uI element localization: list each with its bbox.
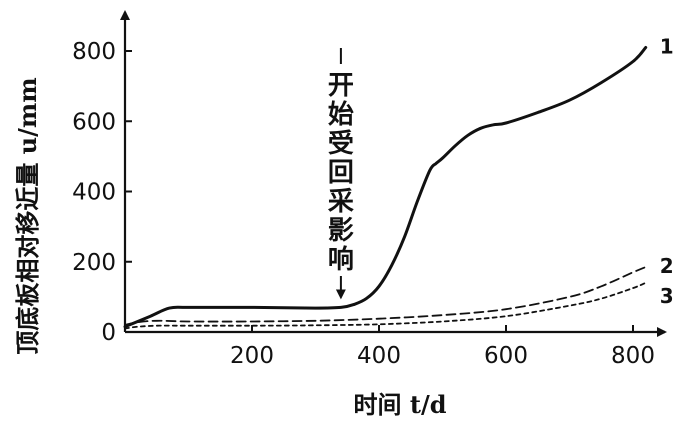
y-tick-label: 0 xyxy=(101,320,116,346)
x-tick-label: 600 xyxy=(484,343,528,369)
x-tick-label: 800 xyxy=(611,343,655,369)
x-tick-label: 400 xyxy=(357,343,401,369)
series-label-1: 1 xyxy=(660,34,674,58)
series-line-3 xyxy=(124,281,647,330)
annotation-text: 开始受回采影响 xyxy=(328,71,354,275)
ticks: 200 400 600 800 0 200 400 600 800 xyxy=(72,39,655,369)
x-tick-label: 200 xyxy=(230,343,274,369)
series-label-3: 3 xyxy=(660,284,674,308)
y-tick-label: 800 xyxy=(72,39,116,65)
y-tick-label: 600 xyxy=(72,109,116,135)
series-labels: 1 2 3 xyxy=(660,34,674,307)
series-layer xyxy=(123,46,648,330)
y-tick-label: 400 xyxy=(72,180,116,206)
series-line-2 xyxy=(124,266,647,326)
y-tick-label: 200 xyxy=(72,250,116,276)
annotation-layer: 开始受回采影响 xyxy=(328,48,354,300)
series-line-1 xyxy=(123,46,648,329)
y-axis-label: 顶底板相对移近量 u/mm xyxy=(13,77,42,354)
series-label-2: 2 xyxy=(660,254,674,278)
x-axis-label: 时间 t/d xyxy=(354,390,447,419)
axes xyxy=(120,10,667,337)
